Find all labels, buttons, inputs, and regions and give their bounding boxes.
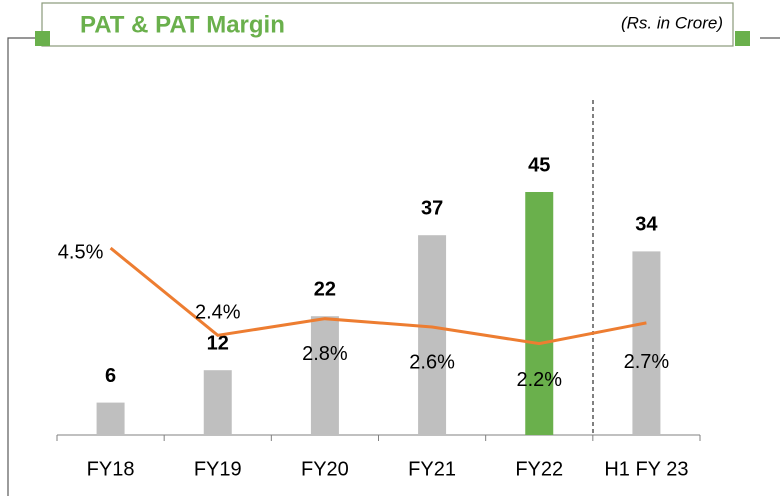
line-label: 2.6%	[409, 351, 455, 373]
header-box	[41, 2, 734, 47]
bar-label: 37	[421, 197, 443, 219]
x-tick-label: FY19	[194, 458, 242, 480]
header-square	[735, 31, 750, 46]
frame-line	[7, 37, 35, 496]
x-tick-label: FY20	[301, 458, 349, 480]
line-label: 4.5%	[58, 241, 104, 263]
line	[109, 246, 647, 346]
header-title: PAT & PAT Margin	[80, 11, 285, 38]
x-tick-label: H1 FY 23	[604, 458, 688, 480]
line-label: 2.8%	[302, 343, 348, 365]
bar	[418, 235, 447, 435]
bar-label: 6	[105, 365, 116, 387]
bar-label: 12	[207, 332, 229, 354]
line-label: 2.4%	[195, 302, 241, 324]
x-tick-label: FY21	[408, 458, 456, 480]
bar-label: 45	[528, 154, 550, 176]
bar	[96, 402, 125, 435]
bar	[632, 251, 661, 435]
line-label: 2.2%	[516, 369, 562, 391]
x-tick-label: FY22	[515, 458, 563, 480]
header-subtitle: (Rs. in Crore)	[621, 13, 723, 32]
bar-label: 34	[635, 214, 658, 236]
header-square	[35, 31, 50, 46]
line-label: 2.7%	[624, 351, 670, 373]
x-tick-label: FY18	[87, 458, 135, 480]
bar	[310, 316, 339, 435]
bar	[203, 370, 232, 435]
bar	[525, 192, 554, 435]
bar-label: 22	[314, 278, 336, 300]
